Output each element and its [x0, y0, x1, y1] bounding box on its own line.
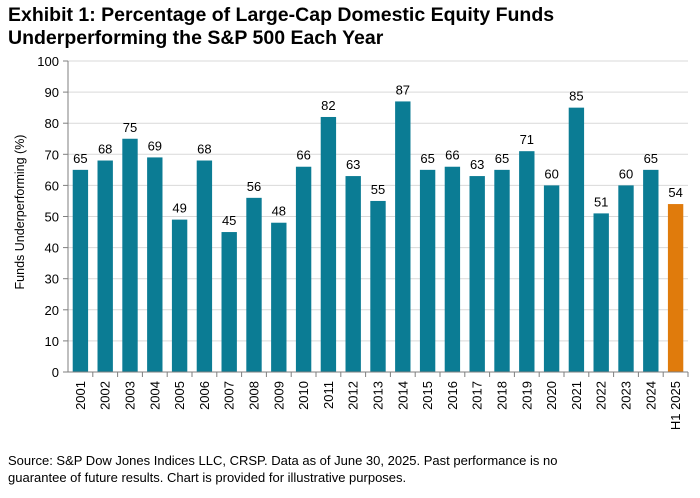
bar: [196, 160, 213, 372]
bar: [295, 166, 312, 372]
x-tick-label: 2005: [172, 381, 187, 410]
data-label: 65: [73, 151, 87, 166]
data-label: 66: [296, 148, 310, 163]
bar: [246, 197, 262, 372]
data-label: 60: [619, 166, 633, 181]
bar: [370, 200, 386, 372]
data-label: 68: [197, 142, 211, 157]
y-tick-label: 30: [45, 272, 59, 287]
bar: [171, 219, 188, 372]
data-label: 55: [371, 182, 385, 197]
x-tick-label: 2020: [544, 381, 559, 410]
y-tick-label: 60: [45, 178, 59, 193]
x-tick-label: 2017: [470, 381, 485, 410]
data-label: 48: [272, 204, 286, 219]
x-tick-label: 2013: [371, 381, 386, 410]
data-label: 63: [470, 157, 484, 172]
x-tick-label: 2012: [346, 381, 361, 410]
x-tick-label: 2001: [73, 381, 88, 410]
data-label: 63: [346, 157, 360, 172]
x-axis: 2001 2002 2003 2004 2005 2006 2007 2008 2009 2010…: [68, 371, 689, 430]
data-label: 75: [123, 120, 137, 135]
data-label: 51: [594, 194, 608, 209]
data-label: 69: [148, 138, 162, 153]
y-tick-label: 50: [45, 210, 59, 225]
y-tick-label: 0: [52, 365, 59, 380]
x-tick-label: 2019: [519, 381, 534, 410]
x-tick-label: H1 2025: [668, 381, 683, 430]
x-tick-label: 2004: [147, 381, 162, 410]
y-tick-label: 90: [45, 85, 59, 100]
data-label: 49: [172, 201, 186, 216]
bar: [543, 185, 560, 372]
x-tick-label: 2016: [445, 381, 460, 410]
source-note-line-2: guarantee of future results. Chart is pr…: [8, 470, 407, 485]
x-tick-label: 2003: [123, 381, 138, 410]
y-axis-title: Funds Underperforming (%): [13, 135, 27, 290]
bar: [643, 169, 659, 372]
bar: [618, 185, 634, 372]
data-label: 45: [222, 213, 236, 228]
x-tick-label: 2002: [98, 381, 113, 410]
y-tick-label: 100: [37, 54, 59, 69]
x-tick-label: 2009: [271, 381, 286, 410]
x-tick-label: 2024: [643, 381, 658, 410]
x-tick-label: 2021: [569, 381, 584, 410]
data-label: 71: [520, 132, 534, 147]
bar: [494, 169, 510, 372]
data-labels: 65 68 75 69 49 68 45 56 48 66 82 63 55 87 65 66 63 65 71 60…: [73, 82, 683, 228]
chart-title: Exhibit 1: Percentage of Large-Cap Domes…: [8, 4, 688, 50]
x-tick-label: 2011: [321, 381, 336, 409]
bar: [72, 169, 89, 372]
data-label: 65: [495, 151, 509, 166]
gridlines: [68, 60, 688, 342]
y-tick-label: 20: [45, 303, 59, 318]
x-tick-label: 2010: [296, 381, 311, 410]
bar: [122, 138, 138, 372]
data-label: 87: [396, 82, 410, 97]
y-tick-label: 80: [45, 116, 59, 131]
y-tick-label: 10: [45, 334, 59, 349]
source-note: Source: S&P Dow Jones Indices LLC, CRSP.…: [8, 452, 692, 486]
bar: [519, 151, 535, 372]
x-tick-label: 2007: [222, 381, 237, 410]
bar: [395, 101, 411, 373]
data-label: 65: [644, 151, 658, 166]
bar: [271, 222, 287, 372]
bar: [320, 116, 337, 372]
bar-series: [72, 101, 684, 373]
chart-title-line-1: Exhibit 1: Percentage of Large-Cap Domes…: [8, 4, 555, 26]
data-label: 56: [247, 179, 261, 194]
bar: [469, 176, 485, 372]
bar: [97, 160, 113, 372]
data-label: 68: [98, 142, 112, 157]
bar: [419, 169, 436, 372]
data-label: 85: [569, 89, 583, 104]
bar: [568, 107, 585, 373]
data-label: 60: [544, 166, 558, 181]
bar: [444, 166, 461, 372]
x-tick-label: 2014: [395, 381, 410, 410]
bar-chart: 65 68 75 69 49 68 45 56 48 66 82 63 55 87 65 66 63 65 71 60…: [13, 54, 689, 430]
bar: [345, 176, 361, 372]
x-tick-label: 2015: [420, 381, 435, 410]
y-tick-label: 70: [45, 147, 59, 162]
bar: [221, 232, 237, 372]
bar: [147, 157, 163, 372]
x-tick-label: 2023: [619, 381, 634, 410]
y-axis: 0 10 20 30 40 50 60 70 80 90 100: [37, 54, 69, 380]
bar: [593, 213, 609, 372]
data-label: 82: [321, 98, 335, 113]
source-note-line-1: Source: S&P Dow Jones Indices LLC, CRSP.…: [8, 453, 558, 468]
chart-title-line-2: Underperforming the S&P 500 Each Year: [8, 27, 384, 49]
data-label: 65: [420, 151, 434, 166]
bar: [667, 204, 684, 372]
x-tick-label: 2018: [495, 381, 510, 410]
data-label: 54: [668, 185, 682, 200]
x-tick-label: 2006: [197, 381, 212, 410]
data-label: 66: [445, 148, 459, 163]
x-tick-label: 2008: [247, 381, 262, 410]
x-tick-label: 2022: [594, 381, 609, 410]
y-tick-label: 40: [45, 241, 59, 256]
